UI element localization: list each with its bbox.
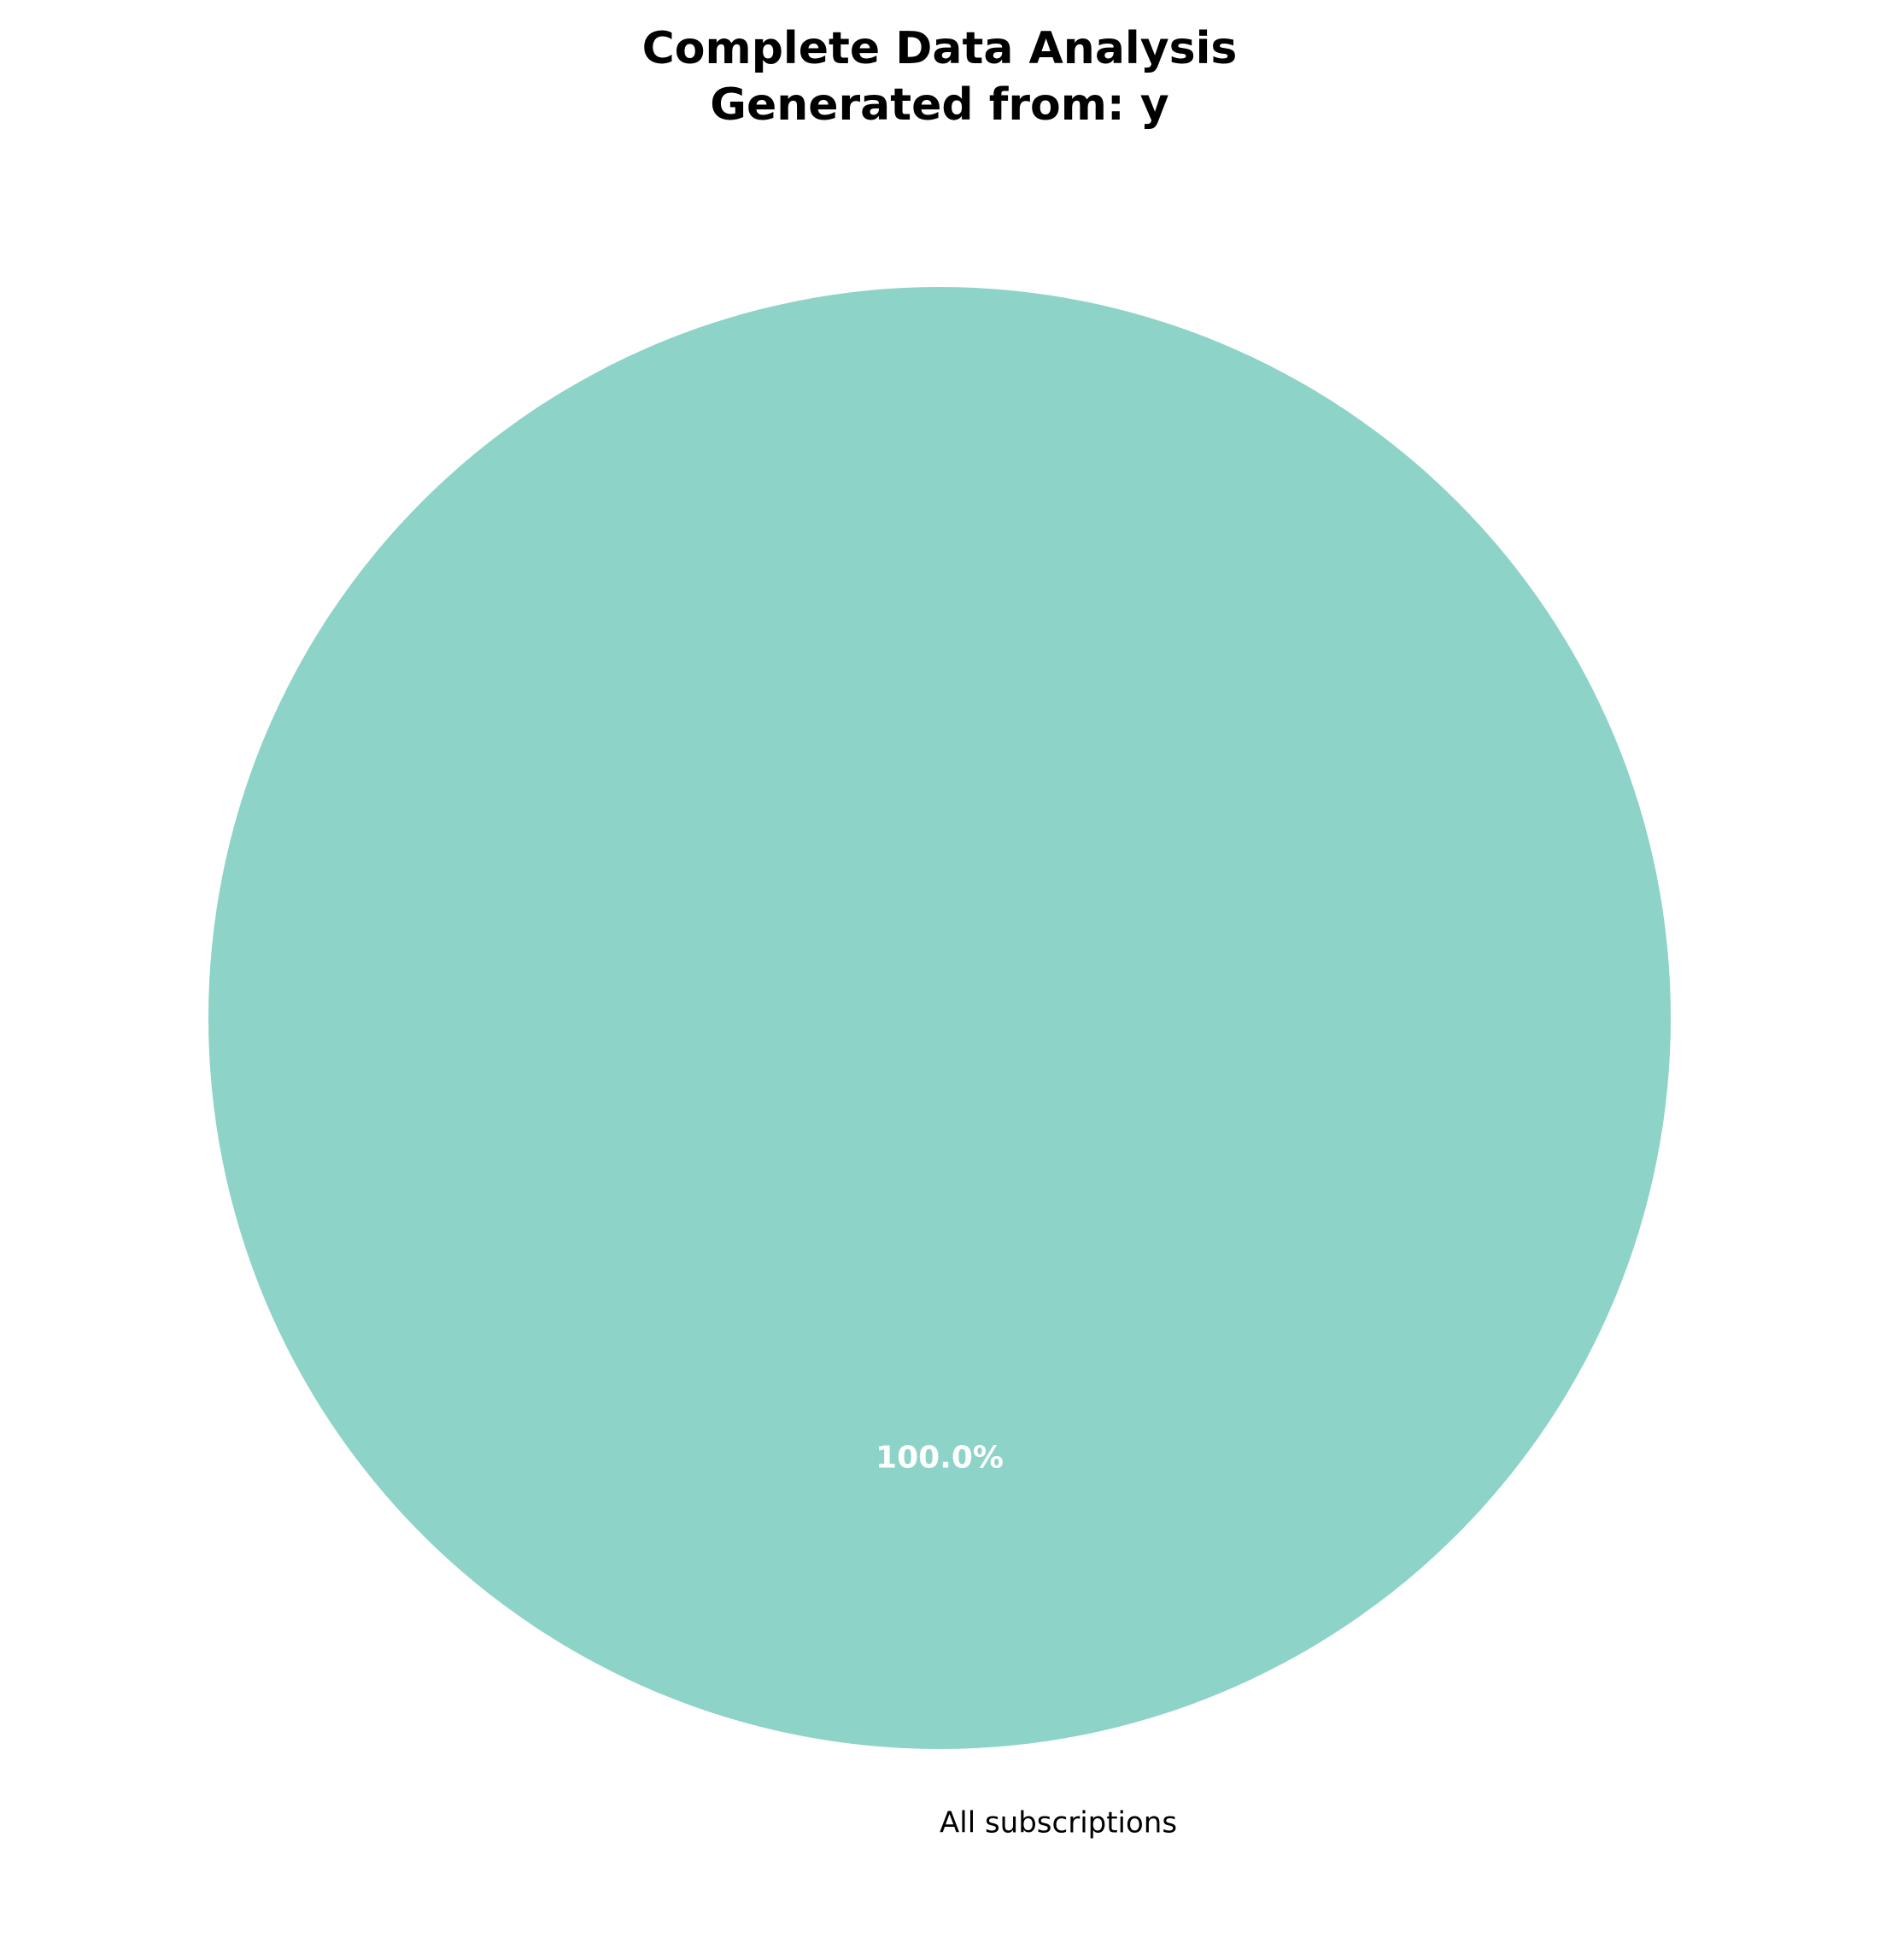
pie-category-label: All subscriptions xyxy=(940,1806,1177,1840)
chart-title-line-2: Generated from: y xyxy=(710,79,1168,131)
pie-slice xyxy=(208,287,1671,1749)
chart-title-line-1: Complete Data Analysis xyxy=(642,23,1238,74)
pie-percent-label: 100.0% xyxy=(876,1441,1004,1476)
pie-slices xyxy=(208,287,1671,1749)
pie-labels: 100.0% All subscriptions xyxy=(876,1441,1177,1840)
